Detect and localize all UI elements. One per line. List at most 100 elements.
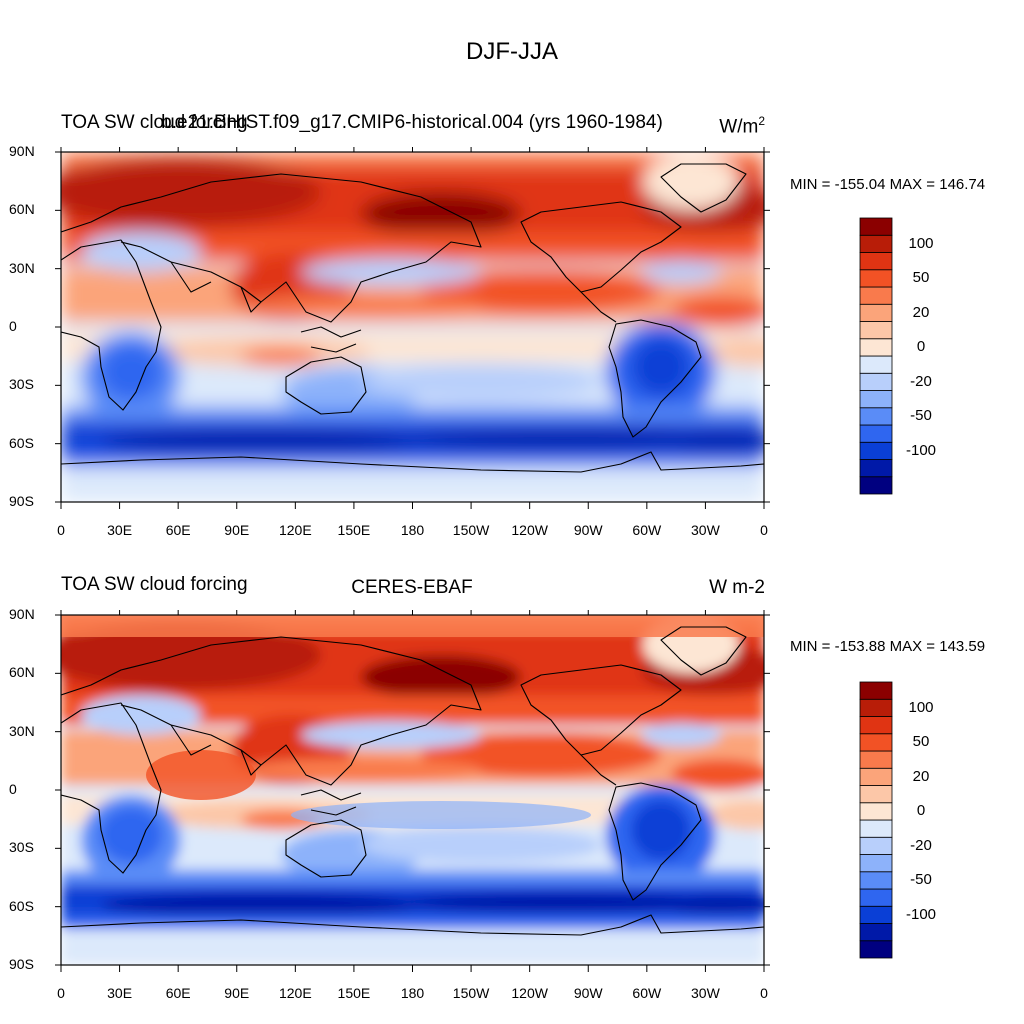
colorbar-box [859, 819, 893, 838]
panel2-case-title: CERES-EBAF [351, 577, 473, 598]
lon-label: 0 [57, 985, 65, 1001]
lat-label: 60N [9, 201, 35, 218]
lat-label: 0 [9, 318, 17, 334]
colorbar-box [859, 355, 893, 374]
lon-label: 0 [57, 522, 65, 538]
colorbar-box [859, 716, 893, 735]
colorbar-label: -100 [905, 905, 937, 923]
colorbar-label: -50 [910, 871, 932, 889]
lon-label: 180 [400, 522, 425, 538]
colorbar-box [859, 217, 893, 236]
lon-label: 150E [337, 522, 371, 538]
figure-title: DJF-JJA [466, 38, 558, 65]
colorbar-box [859, 940, 893, 959]
colorbar-label: 0 [916, 338, 926, 356]
lon-label: 60W [632, 985, 662, 1001]
colorbar-label: 50 [912, 733, 930, 751]
lat-label: 30N [9, 722, 35, 739]
lon-label: 60E [165, 522, 191, 538]
colorbar-box [859, 888, 893, 907]
colorbar-box [859, 836, 893, 855]
panel2-units: W m-2 [709, 577, 765, 598]
panel1-case-title: b.e21.BHIST.f09_g17.CMIP6-historical.004… [161, 112, 663, 133]
lon-label: 0 [760, 522, 768, 538]
panel2-min-max: MIN = -153.88 MAX = 143.59 [790, 638, 986, 655]
colorbar-box [859, 338, 893, 357]
colorbar-label: -20 [910, 836, 932, 854]
panel1-units: W/m2 [690, 114, 765, 138]
panel2-map-field [61, 615, 764, 965]
colorbar-box [859, 802, 893, 821]
colorbar-box [859, 767, 893, 786]
colorbar-box [859, 698, 893, 717]
lon-label: 120W [511, 522, 548, 538]
lon-label: 120E [278, 522, 312, 538]
lon-label: 120W [511, 985, 548, 1001]
colorbar-box [859, 923, 893, 942]
lon-label: 90E [224, 522, 250, 538]
lon-label: 150W [452, 985, 490, 1001]
colorbar-box [859, 871, 893, 890]
lat-label: 60S [9, 434, 34, 451]
colorbar-label: 20 [912, 767, 930, 785]
colorbar-box [859, 286, 893, 305]
colorbar-box [859, 424, 893, 443]
colorbar-box [859, 681, 893, 700]
lon-label: 120E [278, 985, 312, 1001]
lon-label: 90W [573, 522, 603, 538]
panel2-axis-ticks [55, 610, 770, 972]
colorbar-box [859, 234, 893, 253]
lon-label: 30E [107, 522, 133, 538]
panel1-axis-ticks [55, 147, 770, 509]
lat-label: 30S [9, 376, 34, 393]
lat-label: 90S [9, 956, 34, 972]
panel2-colorbar [859, 681, 893, 959]
colorbar-label: -20 [910, 372, 932, 390]
colorbar-box [859, 905, 893, 924]
lon-label: 30W [691, 985, 720, 1001]
lat-label: 0 [9, 781, 17, 797]
colorbar-box [859, 854, 893, 873]
lon-label: 90E [224, 985, 250, 1001]
lon-label: 150E [337, 985, 371, 1001]
colorbar-label: 100 [908, 698, 934, 716]
panel1-units-sup: 2 [758, 114, 765, 128]
colorbar-box [859, 269, 893, 288]
panel1-min-max: MIN = -155.04 MAX = 146.74 [790, 176, 986, 193]
panel1-map-field [61, 152, 764, 502]
colorbar-box [859, 441, 893, 460]
colorbar-label: 50 [912, 269, 930, 287]
colorbar-label: 0 [916, 802, 926, 820]
lon-label: 0 [760, 985, 768, 1001]
colorbar-box [859, 372, 893, 391]
lat-label: 60S [9, 897, 34, 914]
colorbar-box [859, 303, 893, 322]
colorbar-box [859, 750, 893, 769]
colorbar-box [859, 407, 893, 426]
lat-label: 90N [9, 143, 35, 159]
lat-label: 60N [9, 664, 35, 681]
lon-label: 60E [165, 985, 191, 1001]
colorbar-box [859, 785, 893, 804]
lon-label: 180 [400, 985, 425, 1001]
colorbar-box [859, 459, 893, 478]
panel2-variable-title: TOA SW cloud forcing [61, 574, 248, 595]
lat-label: 30N [9, 259, 35, 276]
lat-label: 90N [9, 606, 35, 622]
colorbar-label: -100 [905, 441, 937, 459]
panel1-colorbar [859, 217, 893, 495]
panel1-variable-title: TOA SW cloud forcing [61, 112, 248, 133]
colorbar-box [859, 252, 893, 271]
lon-label: 60W [632, 522, 662, 538]
colorbar-label: -50 [910, 407, 932, 425]
lat-label: 30S [9, 839, 34, 856]
lat-label: 90S [9, 493, 34, 509]
colorbar-box [859, 390, 893, 409]
lon-label: 30E [107, 985, 133, 1001]
colorbar-box [859, 476, 893, 495]
colorbar-box [859, 733, 893, 752]
lon-label: 90W [573, 985, 603, 1001]
lon-label: 150W [452, 522, 490, 538]
panel1-units-text: W/m [719, 116, 759, 138]
